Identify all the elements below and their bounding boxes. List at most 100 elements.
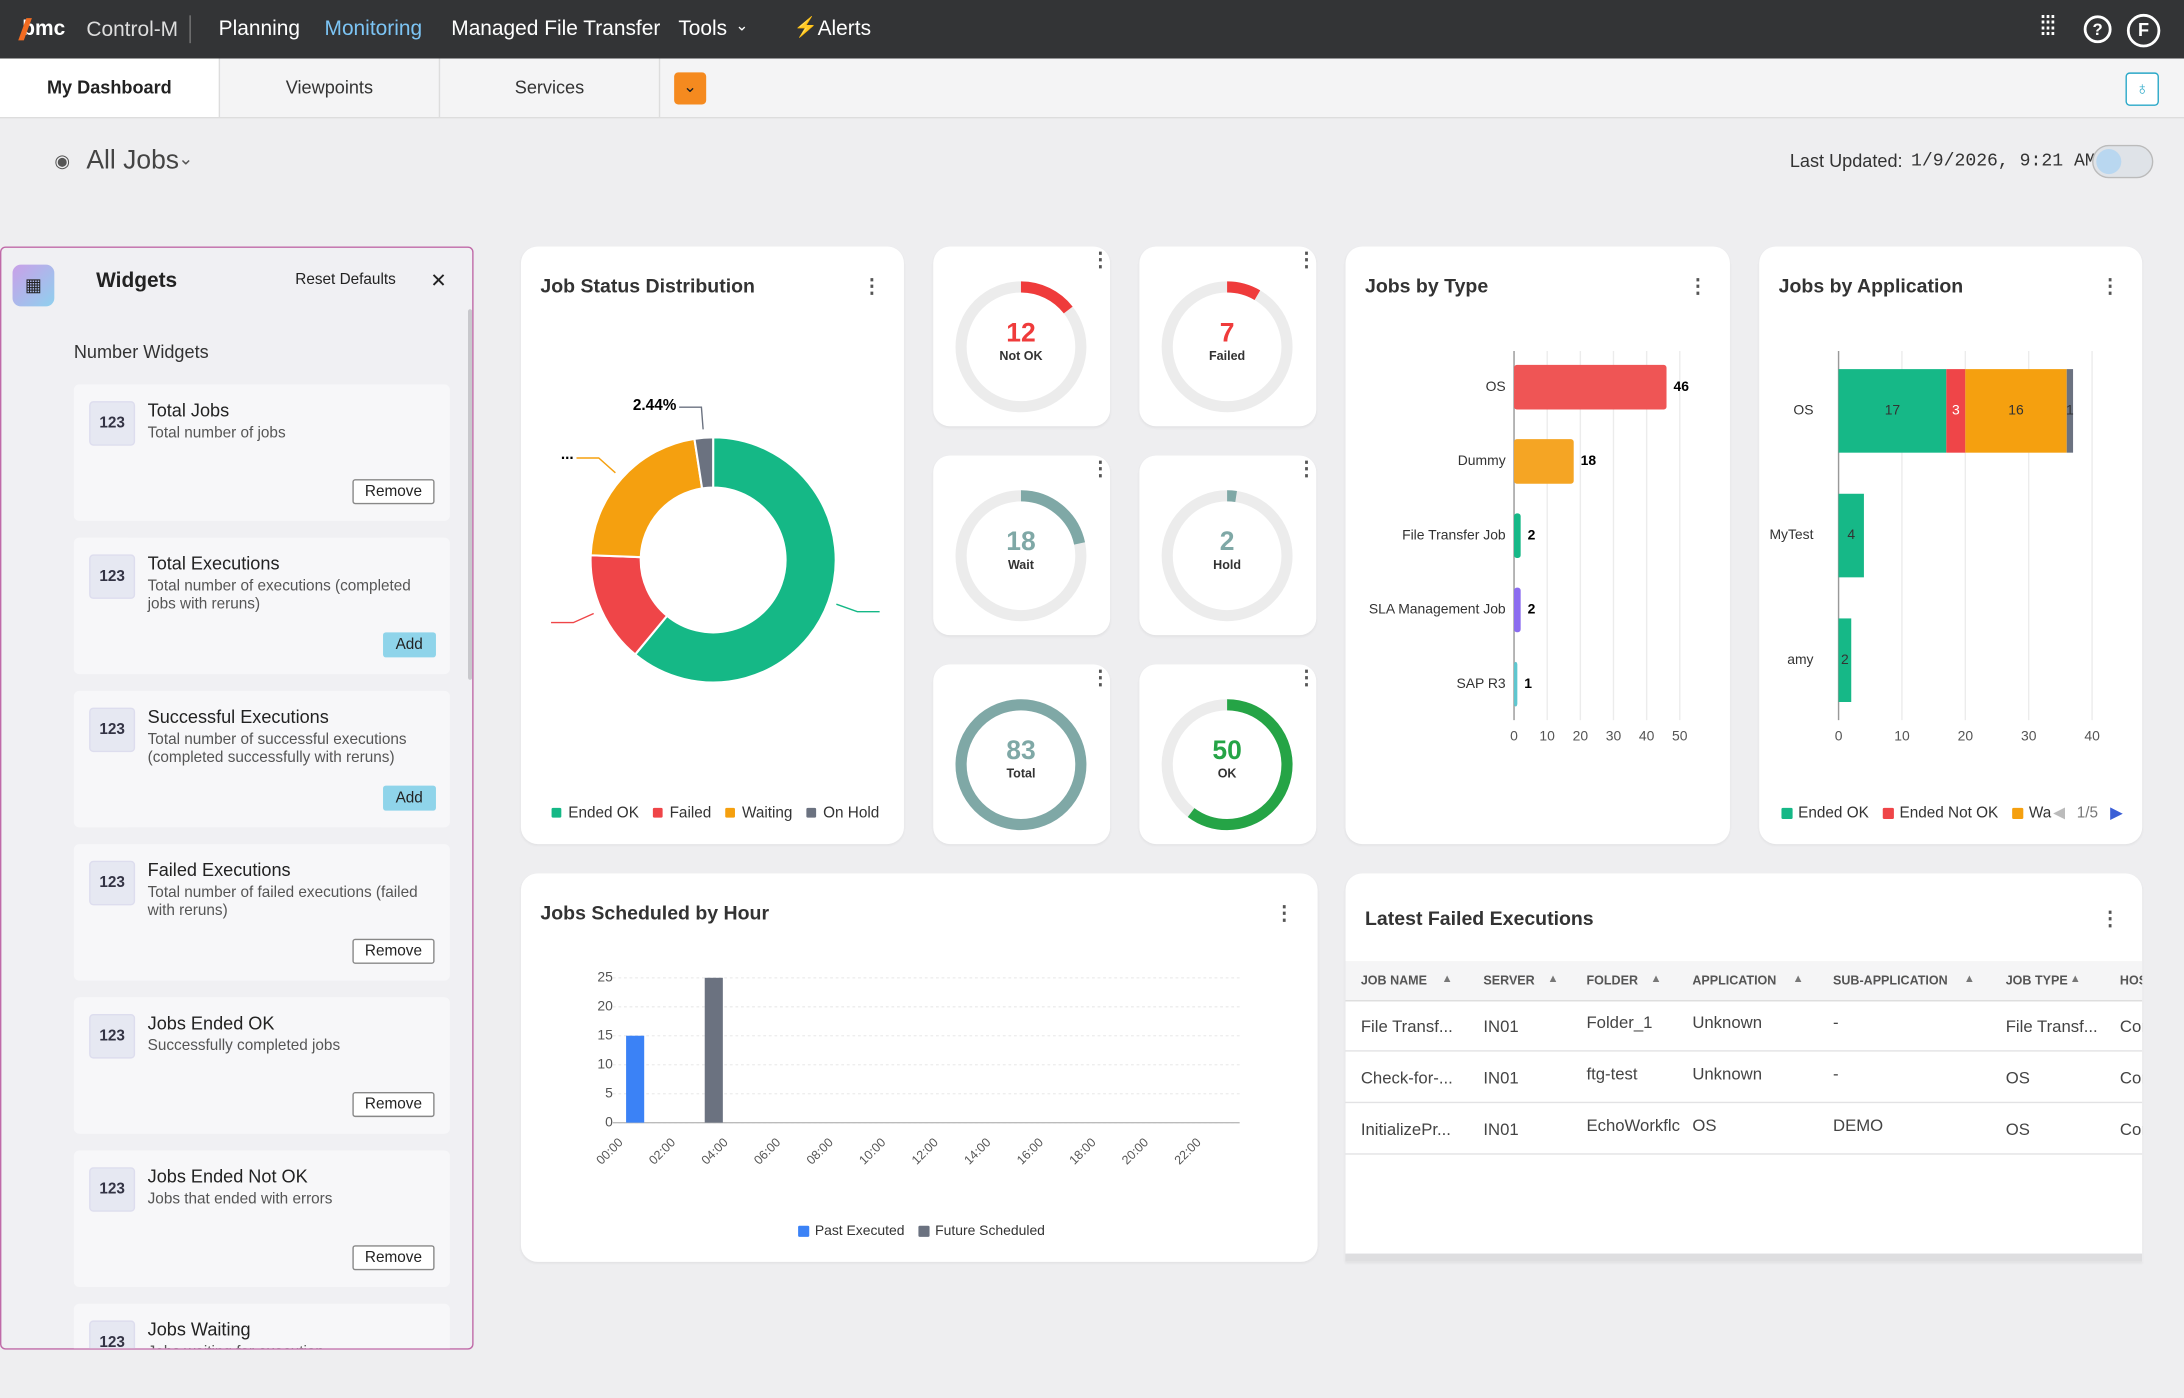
x-tick-label: 18:00 bbox=[1067, 1135, 1099, 1167]
tab[interactable]: My Dashboard bbox=[0, 58, 221, 117]
bar-segment bbox=[1965, 369, 2067, 453]
tab-menu-button[interactable]: ⌄ bbox=[674, 72, 707, 105]
column-header[interactable]: JOB TYPE bbox=[2005, 973, 2068, 988]
legend-swatch bbox=[798, 1225, 810, 1237]
category-label: MyTest bbox=[1769, 526, 1813, 542]
table-cell: DEMO bbox=[1832, 1115, 1884, 1136]
bar-segment bbox=[1946, 369, 1966, 453]
column-header[interactable]: SERVER bbox=[1483, 973, 1535, 988]
theme-toggle[interactable] bbox=[2092, 144, 2154, 179]
gauge-value: 50 bbox=[1212, 735, 1241, 765]
widget-icon: 123 bbox=[89, 1167, 136, 1212]
sort-arrow: ▲ bbox=[1441, 972, 1453, 985]
widget-action[interactable]: Add bbox=[383, 632, 436, 658]
chart: 12 Not OK bbox=[955, 281, 1087, 413]
table-cell: EchoWorkflc bbox=[1586, 1115, 1680, 1136]
segment-label: 16 bbox=[2008, 402, 2024, 418]
card-menu[interactable]: ⋮ bbox=[1090, 247, 1111, 271]
view-selector[interactable]: All Jobs bbox=[86, 146, 180, 176]
x-tick-label: 0 bbox=[1510, 727, 1518, 743]
row-separator bbox=[1345, 1050, 2143, 1052]
tab[interactable]: Viewpoints bbox=[220, 58, 441, 117]
toggle-knob bbox=[2096, 149, 2122, 175]
gauge-label: Total bbox=[1006, 767, 1035, 781]
dropdown-caret: ⌄ bbox=[735, 18, 749, 35]
section-label: Number Widgets bbox=[73, 341, 209, 363]
value-label: 46 bbox=[1673, 378, 1689, 394]
card-menu[interactable]: ⋮ bbox=[1274, 901, 1294, 924]
widget-action[interactable]: Remove bbox=[352, 1091, 435, 1118]
widget-item: 123 Total Jobs Total number of jobs Remove bbox=[73, 384, 450, 521]
card-menu[interactable]: ⋮ bbox=[2100, 274, 2120, 297]
widget-action[interactable]: Remove bbox=[352, 938, 435, 964]
chart: 7 Failed bbox=[1161, 281, 1293, 413]
card-menu[interactable]: ⋮ bbox=[2100, 906, 2120, 930]
widget-action[interactable]: Remove bbox=[352, 1245, 435, 1271]
reset-defaults[interactable]: Reset Defaults bbox=[295, 271, 396, 289]
column-header[interactable]: HOS bbox=[2119, 973, 2142, 988]
widget-desc: Jobs that ended with errors bbox=[147, 1190, 333, 1208]
value-label: 2 bbox=[1528, 526, 1536, 542]
column-header[interactable]: APPLICATION bbox=[1692, 973, 1777, 988]
table-cell: IN01 bbox=[1483, 1016, 1519, 1037]
card-menu[interactable]: ⋮ bbox=[1688, 274, 1708, 297]
widget-icon: 123 bbox=[89, 554, 136, 599]
alerts-link[interactable]: Alerts bbox=[817, 16, 872, 41]
card-menu[interactable]: ⋮ bbox=[1296, 247, 1317, 271]
tips-button[interactable]: ♁ bbox=[2125, 72, 2159, 106]
legend-swatch bbox=[725, 807, 735, 818]
table-cell: Folder_1 bbox=[1586, 1012, 1653, 1033]
column-header[interactable]: JOB NAME bbox=[1360, 973, 1428, 988]
updated-time: 1/9/2026, 9:21 AM bbox=[1910, 150, 2096, 172]
widget-action[interactable]: Add bbox=[383, 785, 436, 811]
brand-logo: bmc bbox=[22, 16, 66, 41]
x-tick-label: 08:00 bbox=[804, 1135, 836, 1167]
segment-label: 2 bbox=[1841, 651, 1849, 667]
tab[interactable]: Services bbox=[440, 58, 661, 117]
donut-segment bbox=[633, 436, 837, 684]
x-tick-label: 20 bbox=[1573, 727, 1589, 743]
table-cell: OS bbox=[1692, 1115, 1717, 1136]
card-menu[interactable]: ⋮ bbox=[862, 274, 882, 297]
job-status-card: Job Status Distribution ⋮... 2.44% Ended OK… bbox=[520, 246, 904, 845]
legend-label: Waiting bbox=[742, 804, 793, 821]
jobs-by-hour-card: Jobs Scheduled by Hour ⋮ 0 5 10 15 20 25 00:00 02… bbox=[520, 873, 1318, 1262]
nav-link[interactable]: Monitoring bbox=[324, 16, 423, 41]
table-cell: Unknown bbox=[1692, 1012, 1763, 1033]
y-tick-label: 0 bbox=[605, 1113, 613, 1129]
nav-link[interactable]: Tools bbox=[678, 16, 728, 41]
gauge-arc bbox=[955, 281, 1087, 413]
widget-title: Jobs Ended OK bbox=[147, 1012, 275, 1034]
gauge-value: 2 bbox=[1220, 526, 1235, 556]
widget-title: Successful Executions bbox=[147, 706, 329, 728]
sort-arrow: ▲ bbox=[2069, 972, 2081, 985]
data-label: 2.44% bbox=[633, 397, 677, 414]
widget-item: 123 Jobs Ended Not OK Jobs that ended with… bbox=[73, 1150, 450, 1287]
column-header[interactable]: FOLDER bbox=[1586, 973, 1638, 988]
table-cell: OS bbox=[2005, 1119, 2030, 1140]
help-icon[interactable]: ? bbox=[2083, 15, 2112, 44]
leader-line bbox=[836, 603, 880, 613]
legend-swatch bbox=[1781, 807, 1793, 819]
widget-action[interactable]: Remove bbox=[352, 479, 435, 505]
x-tick-label: 22:00 bbox=[1172, 1135, 1204, 1167]
apps-icon[interactable]: ⁞⁞⁞ bbox=[2039, 11, 2057, 42]
x-tick-label: 30 bbox=[1606, 727, 1622, 743]
card-menu[interactable]: ⋮ bbox=[1090, 456, 1111, 480]
nav-link[interactable]: Managed File Transfer bbox=[451, 16, 661, 41]
nav-link[interactable]: Planning bbox=[218, 16, 301, 41]
avatar[interactable]: F bbox=[2126, 13, 2161, 48]
x-tick-label: 20 bbox=[1958, 727, 1974, 743]
view-eye: ◉ bbox=[54, 150, 71, 172]
card-menu[interactable]: ⋮ bbox=[1296, 456, 1317, 480]
chart: 2 Hold bbox=[1161, 490, 1293, 622]
widget-item: 123 Jobs Ended OK Successfully completed j… bbox=[73, 997, 450, 1134]
scrollbar bbox=[467, 309, 473, 680]
tab-bar: My Dashboard Viewpoints Services ⌄ ♁ bbox=[0, 58, 2184, 119]
card-menu[interactable]: ⋮ bbox=[1296, 665, 1317, 689]
close-button[interactable]: ✕ bbox=[430, 268, 447, 292]
column-header[interactable]: SUB-APPLICATION bbox=[1832, 973, 1948, 988]
table-cell: - bbox=[1832, 1064, 1839, 1084]
card-menu[interactable]: ⋮ bbox=[1090, 665, 1111, 689]
